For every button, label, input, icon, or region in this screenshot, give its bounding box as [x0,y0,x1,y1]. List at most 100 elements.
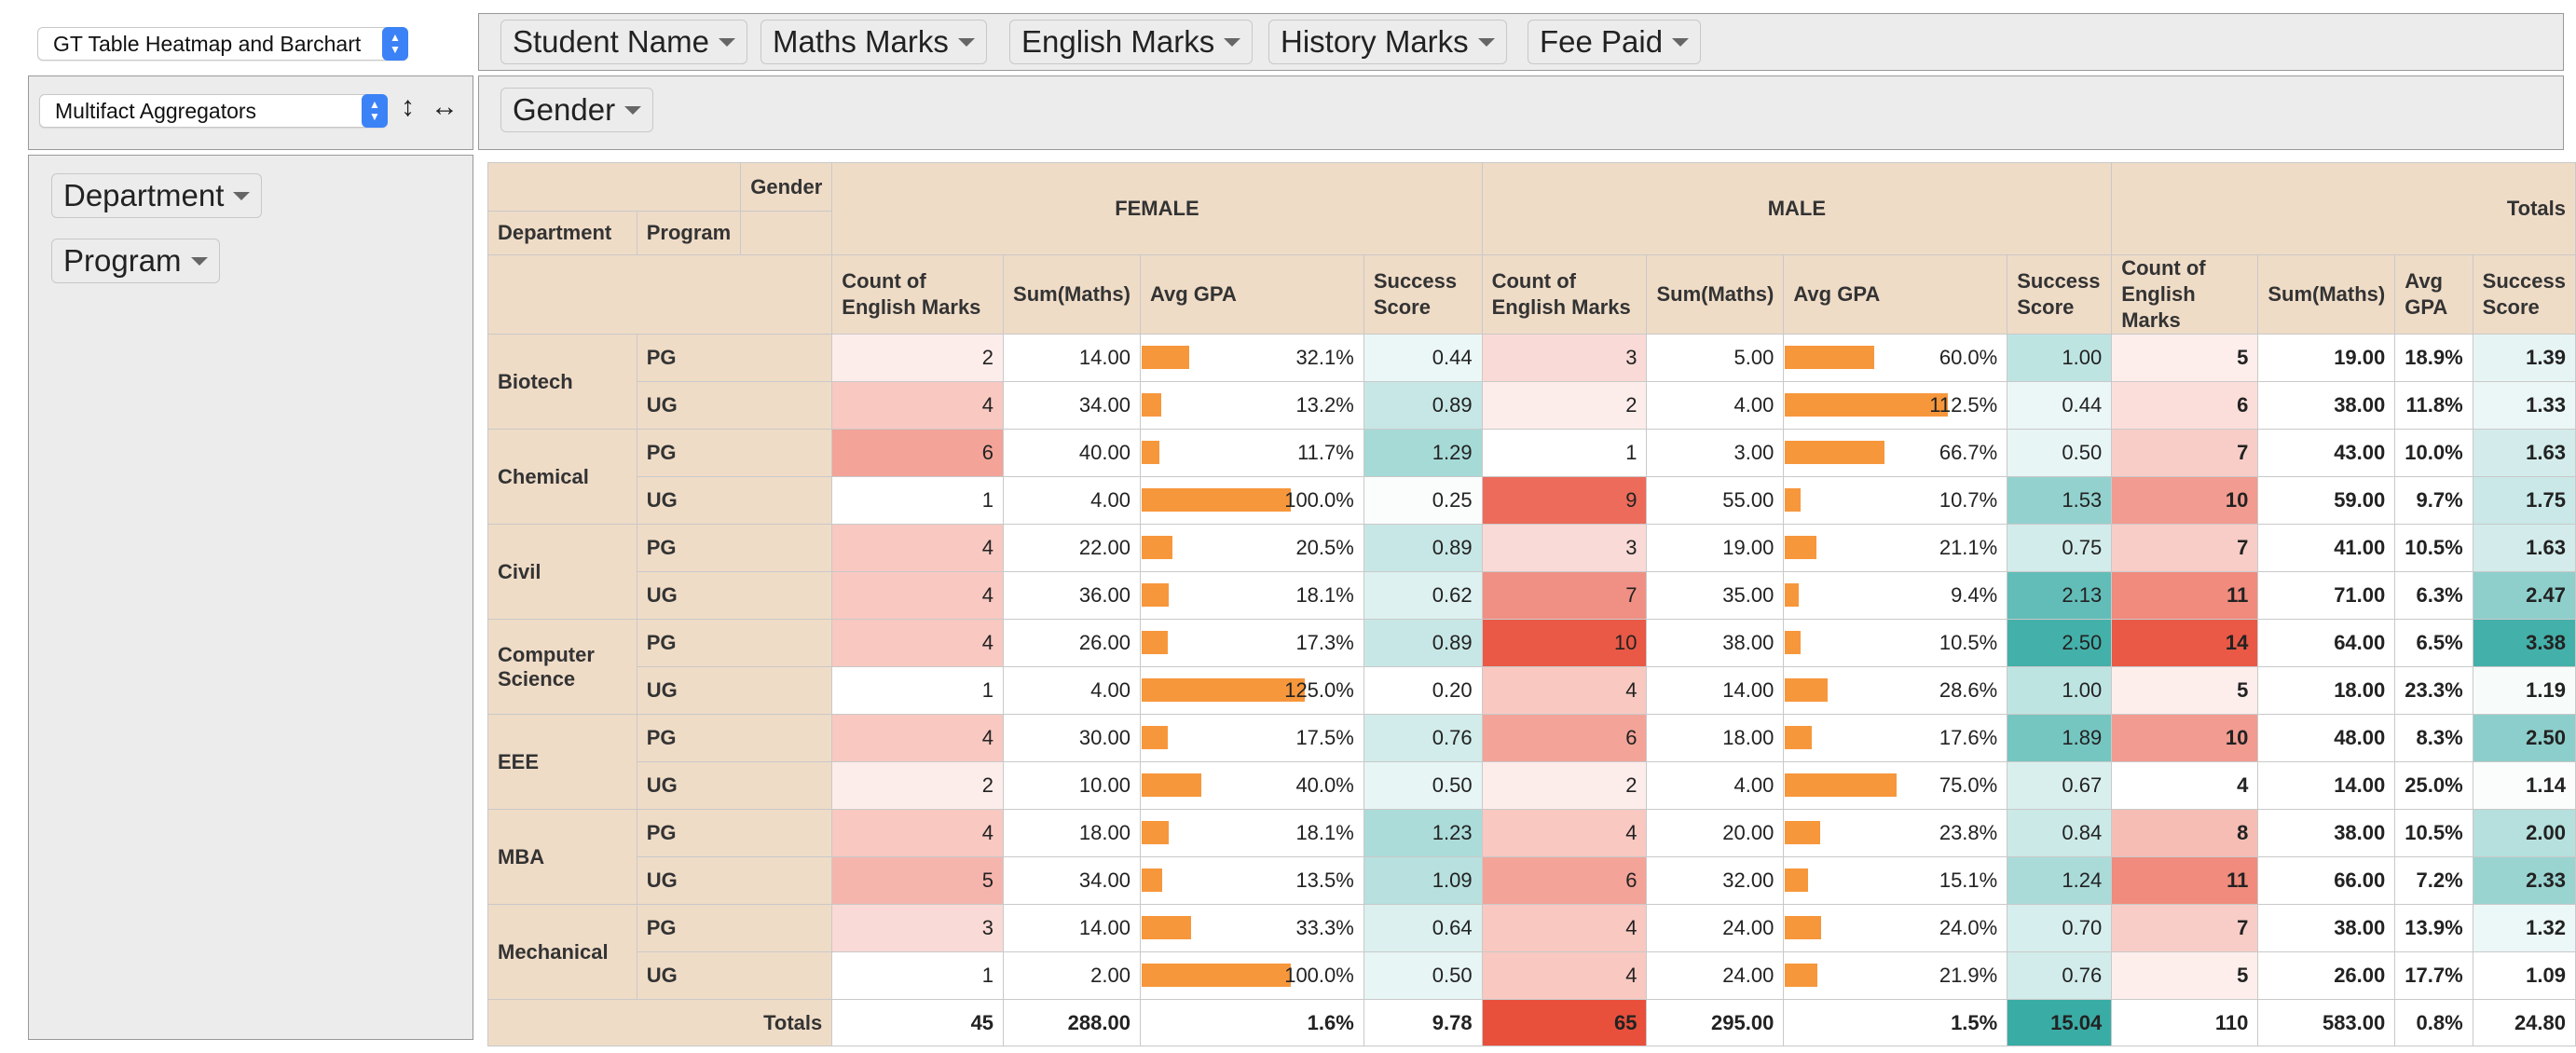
sum-maths-cell: 5.00 [1646,334,1785,382]
column-attributes-zone[interactable] [478,75,2564,150]
aggregator-select[interactable]: Multifact Aggregators ▲ ▼ [39,94,388,128]
success-score-cell: 0.64 [1363,904,1483,952]
sum-maths-cell-value: 59.00 [2334,488,2386,512]
avg-gpa-cell: 17.7% [2394,951,2473,1000]
avg-gpa-cell: 17.3% [1139,619,1364,667]
col-attr-pill-gender[interactable]: Gender [500,88,654,132]
sum-maths-cell-value: 43.00 [2334,441,2386,464]
gpa-bar [1141,678,1305,702]
sum-maths-cell-value: 3.00 [1733,441,1774,464]
success-score-cell-value: 1.63 [2526,536,2566,559]
sum-maths-cell-value: 2.00 [1090,964,1130,987]
dropdown-caret-icon[interactable] [1672,37,1690,47]
attr-pill-fee-paid[interactable]: Fee Paid [1528,20,1702,64]
success-score-cell: 1.33 [2472,381,2576,430]
sum-maths-cell-value: 26.00 [1078,631,1130,654]
avg-gpa-cell-value: 40.0% [1295,773,1354,797]
count-cell-value: 1 [981,488,994,512]
success-score-cell: 0.62 [1363,571,1483,620]
count-cell-value: 2 [1625,393,1637,417]
sum-maths-cell-value: 32.00 [1722,868,1774,892]
sort-rows-icon[interactable]: ↕ [401,91,415,122]
sum-maths-cell: 4.00 [1646,381,1785,430]
avg-gpa-cell-value: 18.1% [1295,821,1354,844]
success-score-cell: 2.33 [2472,856,2576,905]
attr-pill-english-marks[interactable]: English Marks [1009,20,1254,64]
count-cell-value: 1 [981,964,994,987]
avg-gpa-cell: 125.0% [1139,666,1364,715]
avg-gpa-cell-value: 17.5% [1295,726,1354,749]
header-spacer [740,211,833,255]
sum-maths-cell: 64.00 [2257,619,2396,667]
avg-gpa-cell: 17.6% [1783,714,2008,762]
count-cell-value: 4 [1625,916,1637,939]
count-cell-value: 4 [1625,678,1637,702]
dropdown-caret-icon[interactable] [1477,37,1495,47]
row-attr-pill-department[interactable]: Department [51,173,263,218]
gpa-bar [1141,773,1201,797]
success-score-cell: 1.89 [2007,714,2113,762]
measure-header: Sum(Maths) [2257,254,2396,335]
success-score-cell: 0.20 [1363,666,1483,715]
dropdown-caret-icon[interactable] [190,256,208,266]
measure-header: Avg GPA [1139,254,1364,335]
attr-pill-fee-paid-label: Fee Paid [1540,24,1664,59]
count-cell-value: 6 [1625,726,1637,749]
avg-gpa-cell: 11.8% [2394,381,2473,430]
avg-gpa-cell: 23.8% [1783,809,2008,857]
sum-maths-cell: 3.00 [1646,429,1785,477]
success-score-cell-value: 1.53 [2062,488,2103,512]
attr-pill-maths-marks[interactable]: Maths Marks [760,20,987,64]
dropdown-caret-icon[interactable] [624,105,642,115]
success-score-cell: 15.04 [2007,999,2113,1046]
sum-maths-cell-value: 38.00 [2334,821,2386,844]
sum-maths-cell: 32.00 [1646,856,1785,905]
sum-maths-cell-value: 55.00 [1722,488,1774,512]
sum-maths-cell-value: 4.00 [1733,773,1774,797]
table-row: UG 2 10.00 40.0% 0.50 2 4.00 75.0% 0.67 4 14.00 25.… [488,761,2576,810]
gpa-bar [1141,441,1159,464]
sum-maths-cell: 14.00 [1003,334,1141,382]
row-header-department: Civil [487,524,637,620]
avg-gpa-cell: 32.1% [1139,334,1364,382]
avg-gpa-cell-value: 112.5% [1929,393,1998,417]
count-cell-value: 10 [2225,726,2249,749]
count-cell: 10 [2111,476,2259,525]
avg-gpa-cell: 24.0% [1783,904,2008,952]
dropdown-caret-icon[interactable] [1224,37,1241,47]
success-score-cell-value: 1.19 [2526,678,2566,702]
sum-maths-cell: 14.00 [1003,904,1141,952]
table-row: Civil PG 4 22.00 20.5% 0.89 3 19.00 21.1% 0.75 7 41… [487,524,2576,620]
gpa-bar [1141,916,1192,939]
dropdown-caret-icon[interactable] [233,191,251,200]
count-cell: 6 [831,429,1005,477]
attr-pill-student-name[interactable]: Student Name [500,20,747,64]
avg-gpa-cell: 66.7% [1783,429,2008,477]
count-cell: 4 [2111,761,2259,810]
row-attributes-zone[interactable] [28,155,473,1040]
sum-maths-cell: 36.00 [1003,571,1141,620]
dropdown-caret-icon[interactable] [718,37,735,47]
sort-cols-icon[interactable]: ↔ [431,91,459,122]
success-score-cell-value: 3.38 [2526,631,2566,654]
attr-pill-history-marks[interactable]: History Marks [1268,20,1507,64]
success-score-cell: 0.50 [1363,761,1483,810]
success-score-cell-value: 1.00 [2062,346,2103,369]
success-score-cell: 1.09 [2472,951,2576,1000]
renderer-select[interactable]: GT Table Heatmap and Barchart ▲ ▼ [37,27,408,61]
success-score-cell: 1.23 [1363,809,1483,857]
sum-maths-cell: 18.00 [1646,714,1785,762]
count-cell: 11 [2111,856,2259,905]
avg-gpa-cell: 10.0% [2394,429,2473,477]
row-attr-pill-program[interactable]: Program [51,239,220,283]
avg-gpa-cell: 10.5% [2394,524,2473,572]
sum-maths-cell-value: 10.00 [1078,773,1130,797]
totals-row: Totals 45 288.00 1.6% 9.78 65 295.00 1.5% 15.04 1… [486,999,2576,1046]
gpa-bar [1785,441,1885,464]
gpa-bar [1785,631,1802,654]
success-score-cell-value: 0.25 [1432,488,1473,512]
sum-maths-cell: 38.00 [2257,904,2396,952]
count-cell-value: 6 [2237,393,2249,417]
dropdown-caret-icon[interactable] [957,37,975,47]
gpa-bar [1785,536,1817,559]
